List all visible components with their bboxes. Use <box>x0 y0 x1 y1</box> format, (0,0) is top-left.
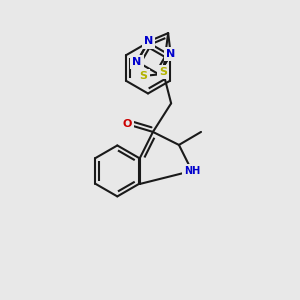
Text: O: O <box>122 119 132 129</box>
Text: S: S <box>159 67 167 77</box>
Text: NH: NH <box>184 166 200 176</box>
Text: N: N <box>166 49 175 59</box>
Text: S: S <box>140 71 147 81</box>
Text: N: N <box>144 36 153 46</box>
Text: N: N <box>132 57 142 67</box>
